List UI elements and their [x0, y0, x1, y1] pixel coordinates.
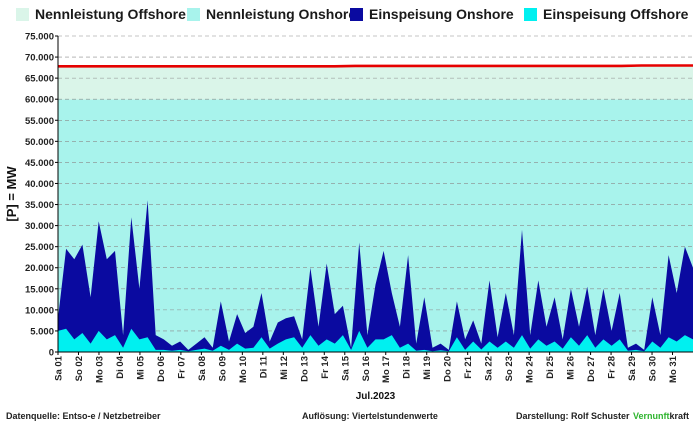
x-tick-label: Do 27	[586, 356, 597, 382]
area-einspeisung-offshore	[58, 328, 693, 352]
x-tick-label: Mi 12	[279, 356, 290, 380]
y-tick-label: 65.000	[25, 74, 54, 85]
y-tick-label: 5.000	[30, 326, 54, 337]
y-axis-label: [P] = MW	[4, 166, 19, 222]
area-einspeisung-onshore	[58, 200, 693, 352]
x-tick-label: Di 11	[258, 355, 269, 378]
y-tick-label: 0	[49, 348, 54, 359]
x-tick-label: Fr 07	[176, 356, 187, 379]
brand-vernunft: Vernunft	[633, 411, 670, 421]
x-tick-label: Do 13	[299, 356, 310, 382]
x-tick-label: Di 18	[402, 356, 413, 379]
footer-resolution: Auflösung: Viertelstundenwerte	[302, 411, 438, 421]
legend-item: Nennleistung Onshore	[187, 6, 356, 22]
legend-swatch	[524, 7, 537, 21]
legend-swatch	[16, 7, 29, 21]
x-tick-label: Sa 08	[197, 356, 208, 381]
y-tick-label: 35.000	[25, 200, 54, 211]
x-tick-label: Mi 19	[422, 356, 433, 380]
x-tick-label: Fr 21	[463, 355, 474, 378]
y-tick-label: 75.000	[25, 32, 54, 43]
y-tick-label: 20.000	[25, 263, 54, 274]
footer-credit: Darstellung: Rolf Schuster	[516, 411, 630, 421]
y-tick-label: 45.000	[25, 158, 54, 169]
x-tick-label: Sa 22	[484, 356, 495, 381]
x-tick-label: Sa 01	[54, 355, 65, 381]
legend-label: Nennleistung Offshore	[35, 6, 186, 22]
y-tick-label: 40.000	[25, 179, 54, 190]
y-tick-label: 10.000	[25, 305, 54, 316]
x-tick-label: Do 06	[156, 356, 167, 382]
y-tick-label: 15.000	[25, 284, 54, 295]
x-tick-label: Di 25	[545, 355, 556, 378]
y-tick-label: 30.000	[25, 221, 54, 232]
x-tick-label: Sa 29	[627, 356, 638, 381]
x-tick-label: So 23	[504, 356, 515, 381]
x-tick-label: Di 04	[115, 355, 126, 378]
x-tick-label: Fr 28	[607, 356, 618, 379]
x-tick-label: Fr 14	[320, 355, 331, 378]
y-tick-label: 70.000	[25, 53, 54, 64]
legend-item: Einspeisung Offshore	[524, 6, 688, 22]
legend-item: Nennleistung Offshore	[16, 6, 186, 22]
legend-label: Einspeisung Onshore	[369, 6, 514, 22]
x-tick-label: So 30	[648, 356, 659, 381]
x-axis-label: Jul.2023	[356, 391, 396, 402]
y-tick-label: 60.000	[25, 95, 54, 106]
x-tick-label: Mo 17	[381, 356, 392, 383]
x-tick-label: Mo 10	[238, 356, 249, 383]
x-tick-label: Do 20	[443, 356, 454, 382]
x-tick-label: Mi 26	[566, 356, 577, 380]
legend-label: Nennleistung Onshore	[206, 6, 357, 22]
x-tick-label: So 02	[74, 356, 85, 381]
brand-kraft: kraft	[669, 411, 690, 421]
x-tick-label: So 09	[217, 356, 228, 381]
x-tick-label: Mo 03	[95, 356, 106, 383]
capacity-line	[58, 64, 693, 68]
legend-label: Einspeisung Offshore	[543, 6, 689, 22]
x-tick-label: Sa 15	[340, 355, 351, 381]
footer-source: Datenquelle: Entso-e / Netzbetreiber	[6, 411, 161, 421]
x-tick-label: Mo 24	[525, 355, 536, 383]
legend-swatch	[350, 7, 363, 21]
footer-brand: Vernunftkraft	[633, 411, 689, 421]
legend-swatch	[187, 7, 200, 21]
legend: Nennleistung Offshore Nennleistung Onshor…	[0, 6, 700, 28]
x-tick-label: So 16	[361, 356, 372, 381]
y-tick-label: 50.000	[25, 137, 54, 148]
x-tick-label: Mi 05	[135, 355, 146, 379]
y-tick-label: 25.000	[25, 242, 54, 253]
y-tick-label: 55.000	[25, 116, 54, 127]
legend-item: Einspeisung Onshore	[350, 6, 514, 22]
x-tick-label: Mo 31	[668, 355, 679, 383]
